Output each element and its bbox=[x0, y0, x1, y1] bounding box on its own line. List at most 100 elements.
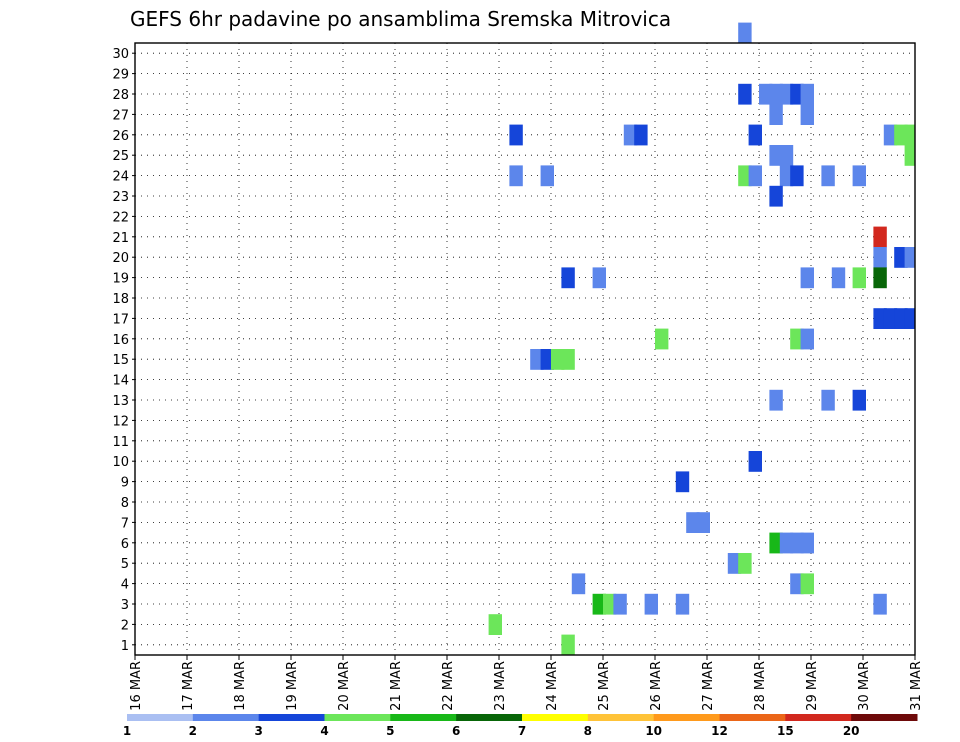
colorbar-segment bbox=[851, 714, 918, 721]
precip-cell bbox=[821, 165, 835, 187]
precip-cell bbox=[883, 308, 898, 329]
colorbar-segment bbox=[719, 714, 786, 721]
precip-cell bbox=[873, 308, 887, 329]
x-tick-label: 25 MAR bbox=[597, 661, 612, 711]
precip-cell bbox=[790, 532, 804, 554]
precip-cell bbox=[613, 593, 627, 615]
precip-cell bbox=[644, 593, 658, 615]
precip-cell bbox=[894, 124, 908, 146]
y-tick-label: 9 bbox=[121, 476, 129, 491]
precip-cell bbox=[509, 124, 523, 146]
y-tick-label: 25 bbox=[112, 149, 129, 164]
precip-cell bbox=[904, 124, 915, 146]
x-tick-label: 27 MAR bbox=[701, 661, 716, 711]
y-tick-label: 13 bbox=[112, 394, 129, 409]
precip-cell bbox=[769, 389, 783, 411]
y-axis-tick-labels: 1234567891011121314151617181920212223242… bbox=[112, 47, 135, 654]
precip-cell bbox=[852, 389, 866, 411]
plot-frame bbox=[134, 42, 916, 656]
colorbar-segment bbox=[390, 714, 457, 721]
precip-cell bbox=[769, 83, 783, 105]
precip-cell bbox=[748, 451, 762, 472]
precip-cell bbox=[696, 512, 710, 533]
colorbar: 1 2 3 4 5 6 7 8 10 12 15 20 bbox=[123, 714, 918, 738]
x-tick-label: 22 MAR bbox=[441, 661, 456, 711]
precip-cell bbox=[831, 267, 846, 289]
y-tick-label: 6 bbox=[121, 537, 129, 552]
precip-cell bbox=[769, 185, 783, 207]
precip-cell bbox=[738, 553, 752, 574]
colorbar-label: 3 bbox=[254, 724, 262, 738]
precip-cell bbox=[592, 267, 606, 289]
colorbar-label: 8 bbox=[584, 724, 592, 738]
precip-cell bbox=[769, 532, 783, 554]
precip-cell bbox=[623, 124, 638, 146]
colorbar-label: 12 bbox=[711, 724, 728, 738]
x-tick-label: 17 MAR bbox=[181, 661, 196, 711]
precipitation-cells bbox=[488, 22, 915, 656]
precip-cell bbox=[873, 247, 887, 268]
precip-cell bbox=[686, 512, 700, 533]
x-axis-tick-labels: 16 MAR 17 MAR 18 MAR 19 MAR 20 MAR 21 MAR 22 M… bbox=[129, 655, 924, 711]
precip-cell bbox=[800, 532, 814, 554]
y-tick-label: 27 bbox=[112, 108, 129, 123]
precip-cell bbox=[561, 634, 575, 656]
precip-cell bbox=[800, 573, 814, 595]
precip-cell bbox=[904, 308, 915, 329]
colorbar-label: 10 bbox=[645, 724, 662, 738]
y-tick-label: 10 bbox=[112, 455, 129, 470]
colorbar-label: 6 bbox=[452, 724, 460, 738]
y-tick-label: 12 bbox=[112, 414, 129, 429]
x-tick-label: 19 MAR bbox=[285, 661, 300, 711]
x-tick-label: 21 MAR bbox=[389, 661, 404, 711]
x-tick-label: 16 MAR bbox=[129, 661, 144, 711]
y-tick-label: 18 bbox=[112, 292, 129, 307]
precip-cell bbox=[759, 83, 773, 105]
colorbar-segment bbox=[653, 714, 720, 721]
y-tick-label: 19 bbox=[112, 272, 129, 287]
colorbar-segment bbox=[785, 714, 852, 721]
colorbar-label: 5 bbox=[386, 724, 394, 738]
x-tick-label: 20 MAR bbox=[337, 661, 352, 711]
precip-cell bbox=[790, 328, 804, 350]
y-tick-label: 15 bbox=[112, 353, 129, 368]
precip-cell bbox=[738, 165, 752, 187]
colorbar-label: 2 bbox=[189, 724, 197, 738]
precip-cell bbox=[894, 247, 908, 268]
y-tick-label: 16 bbox=[112, 333, 129, 348]
precip-cell bbox=[551, 349, 565, 370]
precip-cell bbox=[540, 165, 554, 187]
precip-cell bbox=[873, 267, 887, 289]
x-tick-label: 30 MAR bbox=[857, 661, 872, 711]
precip-cell bbox=[727, 553, 742, 574]
precip-cell bbox=[738, 22, 752, 44]
precip-cell bbox=[873, 226, 887, 248]
y-tick-label: 28 bbox=[112, 88, 129, 103]
x-tick-label: 29 MAR bbox=[805, 661, 820, 711]
y-tick-label: 23 bbox=[112, 190, 129, 205]
precip-cell bbox=[852, 165, 866, 187]
y-tick-label: 21 bbox=[112, 231, 129, 246]
precip-cell bbox=[540, 349, 554, 370]
precip-cell bbox=[748, 124, 762, 146]
y-tick-label: 7 bbox=[121, 516, 129, 531]
x-tick-label: 18 MAR bbox=[233, 661, 248, 711]
precip-cell bbox=[769, 145, 783, 166]
colorbar-label: 1 bbox=[123, 724, 131, 738]
colorbar-label: 4 bbox=[320, 724, 328, 738]
y-tick-label: 3 bbox=[121, 598, 129, 613]
colorbar-label: 7 bbox=[518, 724, 526, 738]
precip-cell bbox=[634, 124, 648, 146]
precip-cell bbox=[800, 83, 814, 105]
x-tick-label: 26 MAR bbox=[649, 661, 664, 711]
precip-cell bbox=[790, 573, 804, 595]
precip-cell bbox=[488, 614, 502, 635]
y-tick-label: 17 bbox=[112, 312, 129, 327]
precip-cell bbox=[655, 328, 669, 350]
precip-cell bbox=[800, 328, 814, 350]
y-tick-label: 11 bbox=[112, 435, 129, 450]
precip-cell bbox=[904, 145, 915, 166]
precip-cell bbox=[821, 389, 835, 411]
precip-cell bbox=[530, 349, 544, 370]
precip-cell bbox=[748, 165, 762, 187]
